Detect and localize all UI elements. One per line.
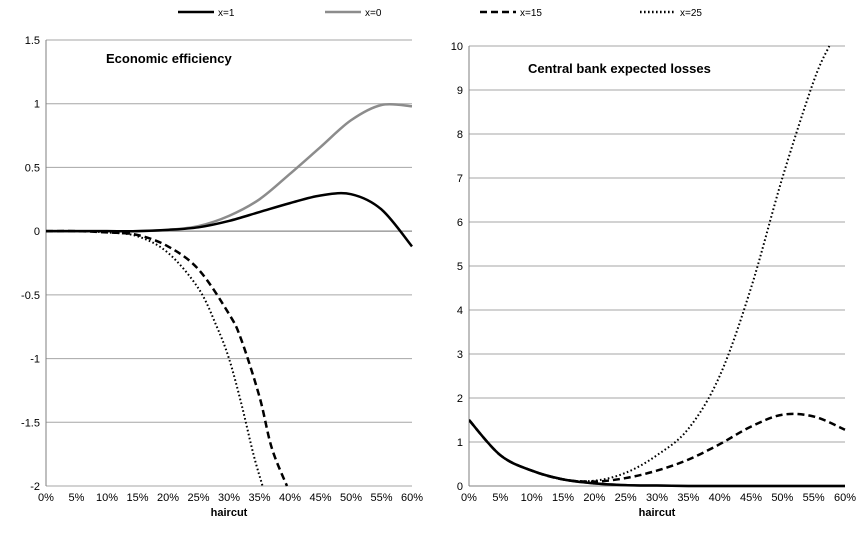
y-tick-label: 9 [457, 85, 463, 97]
x-tick-label: 40% [709, 492, 731, 504]
series-line-x25 [46, 230, 264, 487]
legend-item: x=15 [480, 8, 542, 19]
y-tick-label: 0.5 [25, 162, 40, 174]
y-tick-label: 0 [457, 481, 463, 493]
x-tick-label: 25% [615, 492, 637, 504]
x-tick-label: 55% [803, 492, 825, 504]
y-tick-label: 7 [457, 173, 463, 185]
legend-label: x=25 [680, 8, 702, 19]
x-tick-label: 35% [248, 492, 270, 504]
x-tick-label: 60% [834, 492, 856, 504]
chart-title: Economic efficiency [106, 51, 232, 66]
x-tick-label: 15% [552, 492, 574, 504]
y-tick-label: -1.5 [21, 417, 40, 429]
x-tick-label: 0% [461, 492, 477, 504]
y-tick-label: -0.5 [21, 290, 40, 302]
x-tick-label: 10% [96, 492, 118, 504]
chart-central-bank-expected-losses: 0 1 2 3 4 5 6 7 8 9 10 0% 5% 10% 15% 20% 25% 30% 35% 40% 45%… [451, 41, 856, 519]
x-tick-label: 50% [340, 492, 362, 504]
x-tick-label: 35% [677, 492, 699, 504]
series-line-x15 [46, 229, 289, 487]
y-tick-label: 0 [34, 226, 40, 238]
x-tick-label: 25% [187, 492, 209, 504]
x-tick-label: 45% [309, 492, 331, 504]
series-line-x0 [469, 419, 845, 488]
x-tick-label: 10% [521, 492, 543, 504]
y-tick-label: 8 [457, 129, 463, 141]
x-tick-label: 30% [218, 492, 240, 504]
y-tick-label: 3 [457, 349, 463, 361]
x-tick-label: 0% [38, 492, 54, 504]
x-tick-label: 20% [157, 492, 179, 504]
legend-item: x=25 [640, 8, 702, 19]
x-tick-label: 15% [126, 492, 148, 504]
series-line-x1 [46, 191, 413, 248]
x-axis-label: haircut [211, 507, 248, 519]
y-tick-label: 2 [457, 393, 463, 405]
legend-label: x=1 [218, 8, 235, 19]
y-tick-label: 10 [451, 41, 463, 53]
y-tick-label: 1 [457, 437, 463, 449]
y-tick-label: -2 [30, 481, 40, 493]
y-tick-label: 6 [457, 217, 463, 229]
x-tick-label: 60% [401, 492, 423, 504]
y-tick-label: 4 [457, 305, 463, 317]
legend-item: x=0 [325, 8, 382, 19]
series-line-x1 [469, 419, 845, 488]
series-line-x15 [469, 412, 846, 483]
chart-economic-efficiency: -2 -1.5 -1 -0.5 0 0.5 1 1.5 0% 5% 10% 15% 20% 25% 30% 3… [21, 35, 423, 519]
y-tick-label: 1 [34, 99, 40, 111]
x-tick-label: 55% [370, 492, 392, 504]
y-tick-label: -1 [30, 354, 40, 366]
x-tick-label: 45% [740, 492, 762, 504]
chart-title: Central bank expected losses [528, 61, 711, 76]
legend: x=1 x=0 x=15 x=25 [178, 8, 702, 19]
y-tick-label: 1.5 [25, 35, 40, 47]
legend-item: x=1 [178, 8, 235, 19]
x-tick-label: 5% [492, 492, 508, 504]
x-tick-label: 30% [646, 492, 668, 504]
x-tick-label: 20% [583, 492, 605, 504]
legend-label: x=0 [365, 8, 382, 19]
x-tick-label: 5% [69, 492, 85, 504]
x-axis-label: haircut [639, 507, 676, 519]
y-tick-label: 5 [457, 261, 463, 273]
legend-label: x=15 [520, 8, 542, 19]
x-tick-label: 50% [771, 492, 793, 504]
x-tick-label: 40% [279, 492, 301, 504]
series-line-x25 [469, 45, 831, 483]
